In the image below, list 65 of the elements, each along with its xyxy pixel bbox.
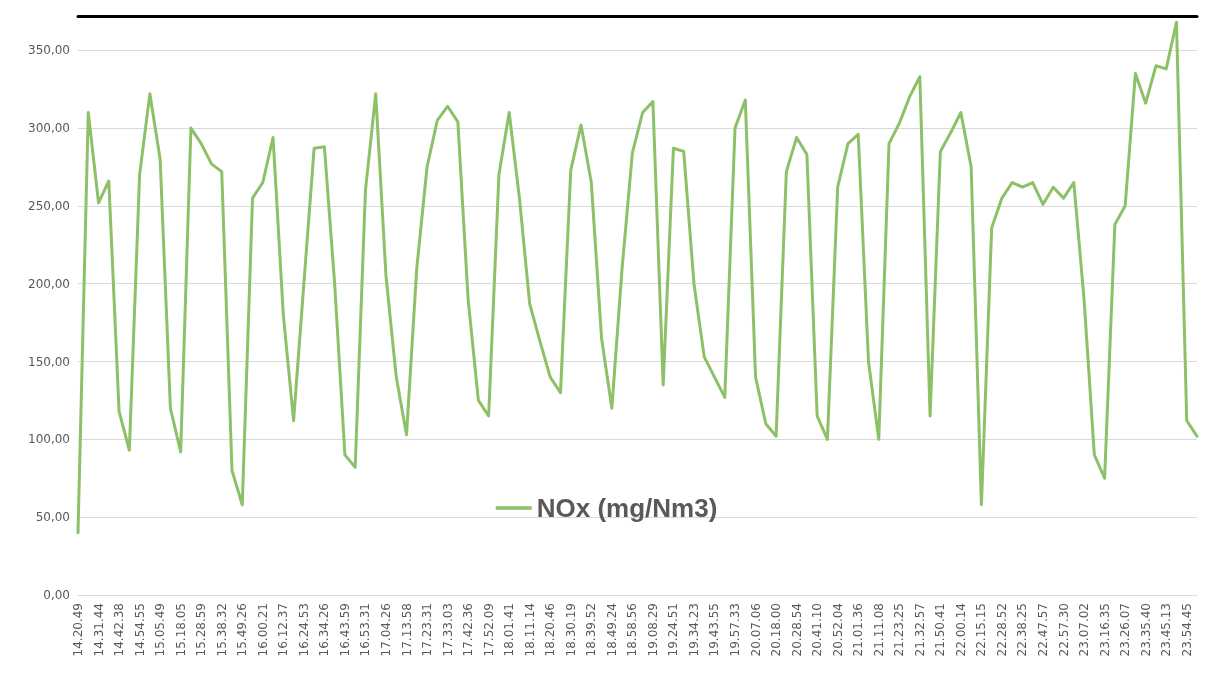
x-tick-label: 17.04.26 [378, 603, 393, 657]
x-tick-label: 18.49.24 [604, 603, 619, 657]
x-tick-label: 23.26.07 [1118, 603, 1133, 657]
x-tick-label: 15.38.32 [214, 603, 229, 657]
y-tick-label: 200,00 [28, 276, 70, 291]
x-tick-label: 22.57.30 [1056, 603, 1071, 657]
x-tick-label: 21.32.57 [912, 603, 927, 657]
x-tick-label: 15.49.26 [235, 603, 250, 657]
x-tick-label: 21.50.41 [933, 603, 948, 657]
x-tick-label: 15.28.59 [194, 603, 209, 657]
x-tick-label: 19.43.55 [707, 603, 722, 657]
x-tick-label: 18.01.41 [502, 603, 517, 657]
x-tick-label: 14.20.49 [71, 603, 85, 657]
x-tick-label: 20.28.54 [789, 603, 804, 657]
x-tick-label: 14.42.38 [112, 603, 127, 657]
x-tick-label: 19.24.51 [666, 603, 681, 657]
x-tick-label: 17.33.03 [440, 603, 455, 657]
x-tick-label: 15.05.49 [153, 603, 168, 657]
x-tick-label: 16.34.26 [317, 603, 332, 657]
x-tick-label: 20.41.10 [810, 603, 825, 657]
x-tick-label: 18.11.14 [522, 603, 537, 657]
y-tick-label: 250,00 [28, 198, 70, 213]
x-tick-label: 17.23.31 [420, 603, 435, 657]
x-tick-label: 20.52.04 [830, 603, 845, 657]
x-tick-label: 21.01.36 [851, 603, 866, 657]
x-tick-label: 20.07.06 [748, 603, 763, 657]
x-tick-label: 19.34.23 [686, 603, 701, 657]
x-tick-label: 16.12.37 [276, 603, 291, 657]
x-tick-label: 23.07.02 [1077, 603, 1092, 657]
x-tick-label: 16.24.53 [296, 603, 311, 657]
x-tick-label: 14.31.44 [91, 603, 106, 657]
x-tick-label: 21.11.08 [871, 603, 886, 657]
x-tick-label: 18.30.19 [563, 603, 578, 657]
x-tick-label: 18.58.56 [625, 603, 640, 657]
x-tick-label: 21.23.25 [892, 603, 907, 657]
x-tick-label: 16.53.31 [358, 603, 373, 657]
x-tick-label: 17.42.36 [461, 603, 476, 657]
y-tick-label: 350,00 [28, 43, 70, 58]
x-tick-label: 17.13.58 [399, 603, 414, 657]
y-tick-label: 0,00 [43, 588, 70, 602]
x-tick-label: 23.16.35 [1097, 603, 1112, 657]
x-tick-label: 18.39.52 [584, 603, 599, 657]
legend-label: NOx (mg/Nm3) [536, 493, 718, 523]
x-tick-label: 23.54.45 [1179, 603, 1194, 657]
y-tick-label: 150,00 [28, 354, 70, 369]
x-tick-label: 22.38.25 [1015, 603, 1030, 657]
x-tick-label: 19.08.29 [645, 603, 660, 657]
x-tick-label: 22.00.14 [953, 603, 968, 657]
x-tick-label: 22.47.57 [1036, 603, 1051, 657]
x-tick-label: 22.15.15 [974, 603, 989, 657]
x-tick-label: 17.52.09 [481, 603, 496, 657]
y-tick-label: 50,00 [35, 510, 70, 525]
x-tick-label: 16.43.59 [337, 603, 352, 657]
line-series [76, 20, 1199, 535]
y-tick-label: 300,00 [28, 121, 70, 136]
x-tick-label: 20.18.00 [769, 603, 784, 657]
x-tick-label: 22.28.52 [994, 603, 1009, 657]
x-tick-label: 15.18.05 [173, 603, 188, 657]
x-tick-label: 23.45.13 [1159, 603, 1174, 657]
x-tick-label: 23.35.40 [1138, 603, 1153, 657]
x-tick-label: 14.54.55 [132, 603, 147, 657]
x-tick-label: 16.00.21 [255, 603, 270, 657]
y-tick-label: 100,00 [28, 432, 70, 447]
x-tick-label: 18.20.46 [543, 603, 558, 657]
x-tick-label: 19.57.33 [728, 603, 743, 657]
